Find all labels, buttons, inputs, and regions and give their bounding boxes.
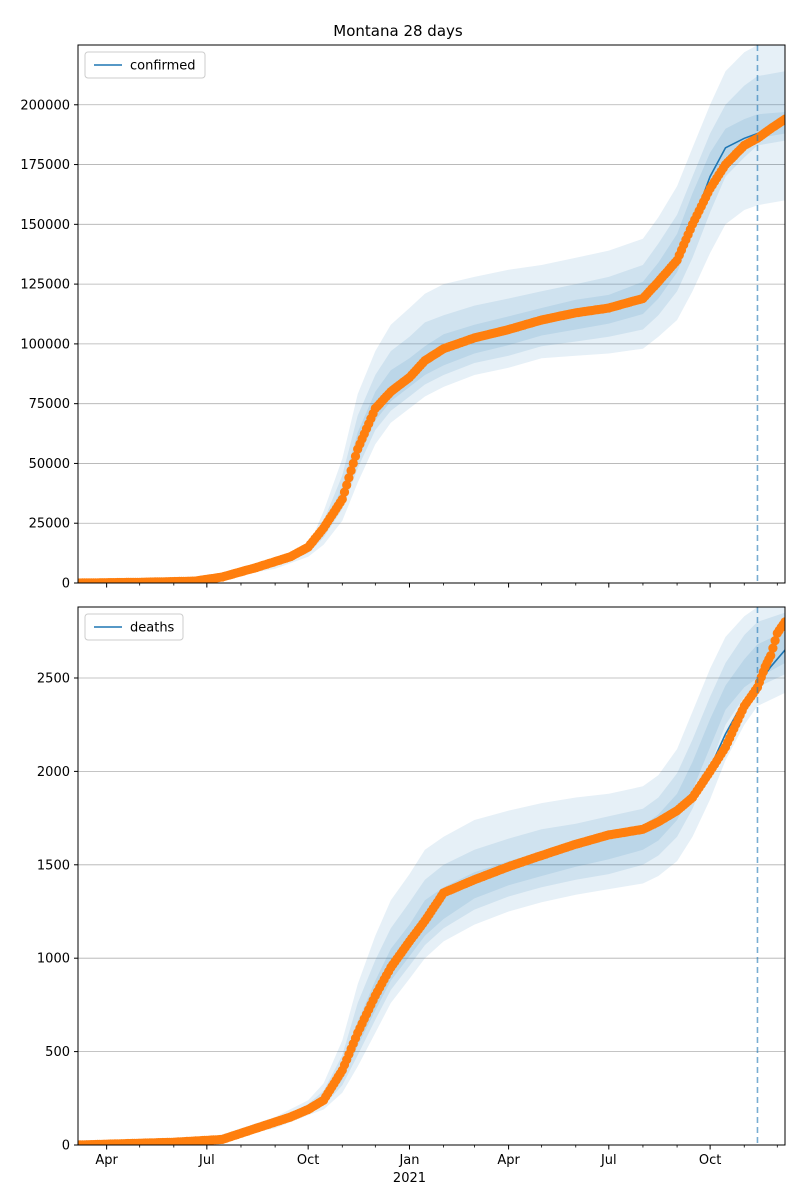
chart-title: Montana 28 days [333,22,463,40]
y-tick-label: 2000 [37,765,70,780]
legend: confirmed [84,51,206,79]
x-tick-label: Apr [95,1153,118,1168]
uncertainty-band [78,612,785,1145]
axes-frame [77,44,786,584]
y-tick-label: 0 [62,1139,70,1154]
y-tick-label: 50000 [29,457,70,472]
observed-point [768,643,778,653]
x-tick-label: Oct [297,1153,319,1168]
legend-label: deaths [130,621,175,636]
uncertainty-band [78,71,785,583]
x-tick-year-label: 2021 [393,1171,426,1186]
plot-area [78,45,785,583]
y-tick-label: 200000 [20,98,70,113]
x-tick-label: Oct [699,1153,721,1168]
observed-point [770,636,780,646]
observed-point [780,114,785,124]
observed-point [337,494,347,504]
observed-point [346,466,356,476]
y-tick-label: 1000 [37,952,70,967]
y-tick-label: 100000 [20,337,70,352]
x-tick-label: Jan [398,1153,419,1168]
uncertainty-band [78,112,785,583]
legend-box [84,613,184,641]
y-tick-label: 150000 [20,218,70,233]
legend-label: confirmed [130,59,196,74]
y-tick-label: 1500 [37,858,70,873]
observed-point [339,487,350,497]
plot-area [78,607,785,1145]
legend-box [84,51,206,79]
observed-point [342,480,352,490]
axes-frame [77,606,786,1146]
x-tick-label: Jul [600,1153,617,1168]
y-tick-label: 75000 [29,397,70,412]
observed-point [350,451,361,461]
x-tick-label: Jul [198,1153,215,1168]
uncertainty-band [78,45,785,583]
y-tick-label: 25000 [29,517,70,532]
y-tick-label: 2500 [37,671,70,686]
observed-point [348,458,358,468]
observed-point [780,617,785,627]
uncertainty-band [78,607,785,1145]
y-tick-label: 0 [62,577,70,592]
y-tick-label: 175000 [20,158,70,173]
observed-point [344,473,354,483]
x-tick-label: Apr [497,1153,520,1168]
y-tick-label: 125000 [20,278,70,293]
deaths-panel: 0 500 1000 1500 2000 2500 Apr Jul Oct Jan 2021 Apr J… [37,606,786,1186]
confirmed-panel: 0 25000 50000 75000 100000 125000 150000 175000… [20,44,786,592]
legend: deaths [84,613,184,641]
y-tick-label: 500 [45,1045,70,1060]
observed-point [766,651,776,661]
